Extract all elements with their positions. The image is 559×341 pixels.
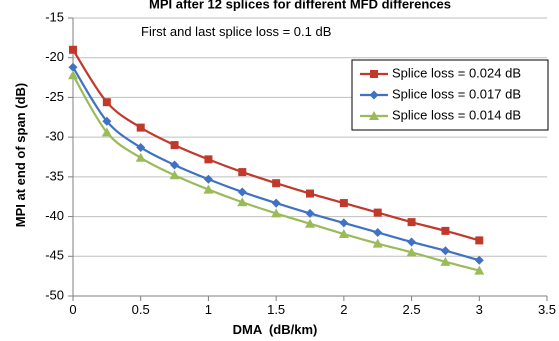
x-tick-label: 2.5 xyxy=(403,302,421,317)
x-tick-label: 1 xyxy=(205,302,212,317)
y-tick-label: -35 xyxy=(45,168,64,183)
data-point xyxy=(474,265,485,275)
y-tick-label: -25 xyxy=(45,89,64,104)
y-tick-label: -30 xyxy=(45,129,64,144)
data-point xyxy=(68,62,78,72)
data-point xyxy=(237,187,247,197)
data-point xyxy=(136,142,146,152)
x-tick-label: 0 xyxy=(69,302,76,317)
splice-loss-annotation: First and last splice loss = 0.1 dB xyxy=(141,24,331,39)
data-point xyxy=(372,238,383,248)
data-point xyxy=(271,208,282,218)
data-point xyxy=(305,208,315,218)
data-point xyxy=(68,70,78,80)
data-point xyxy=(170,141,179,150)
data-point xyxy=(373,208,382,217)
data-point xyxy=(474,255,484,265)
data-point xyxy=(170,160,180,170)
data-point xyxy=(475,236,484,245)
data-point xyxy=(406,247,417,257)
x-tick-label: 0.5 xyxy=(132,302,150,317)
data-point xyxy=(407,237,417,247)
data-point xyxy=(135,152,146,162)
data-point xyxy=(136,123,145,132)
y-tick-label: -40 xyxy=(45,208,64,223)
data-point xyxy=(339,218,349,228)
tick-labels: -15 -20 -25 -30 -35 -40 -45 -50 0 0.5 1 1.5 2 2.5 3 3.5 xyxy=(45,9,556,317)
data-point xyxy=(440,256,451,266)
x-tick-label: 1.5 xyxy=(267,302,285,317)
data-point xyxy=(169,170,180,180)
data-point xyxy=(305,218,315,228)
legend-label: Splice loss = 0.017 dB xyxy=(392,86,521,101)
data-point xyxy=(338,229,349,239)
data-point xyxy=(69,45,77,54)
data-point xyxy=(373,227,383,237)
data-point xyxy=(271,198,281,208)
x-axis-title: DMA (dB/km) xyxy=(233,322,318,337)
data-point xyxy=(441,226,450,235)
data-point xyxy=(272,179,281,188)
legend-item: Splice loss = 0.017 dB xyxy=(360,86,521,101)
legend-item: Splice loss = 0.024 dB xyxy=(360,65,521,80)
series-3 xyxy=(68,70,485,275)
data-point xyxy=(203,184,214,194)
data-point xyxy=(407,218,416,227)
data-point xyxy=(102,116,112,126)
data-point xyxy=(339,199,348,208)
legend-swatch-marker xyxy=(369,111,379,120)
data-point xyxy=(238,168,247,177)
legend-item: Splice loss = 0.014 dB xyxy=(360,107,521,122)
data-point xyxy=(102,98,111,107)
data-point xyxy=(440,246,450,256)
y-axis-title: MPI at end of span (dB) xyxy=(13,83,28,227)
data-point xyxy=(101,127,112,137)
series-layer xyxy=(68,45,485,275)
legend-swatch-marker xyxy=(370,70,378,78)
x-tick-label: 3.5 xyxy=(538,302,556,317)
legend-label: Splice loss = 0.024 dB xyxy=(392,65,521,80)
legend: Splice loss = 0.024 dB Splice loss = 0.01… xyxy=(351,59,549,131)
x-tick-label: 3 xyxy=(476,302,483,317)
legend-items: Splice loss = 0.024 dB Splice loss = 0.01… xyxy=(360,65,521,122)
chart-title: MPI after 12 splices for different MFD d… xyxy=(149,0,451,11)
data-point xyxy=(204,155,213,164)
x-tick-label: 2 xyxy=(340,302,347,317)
data-point xyxy=(203,174,213,184)
y-tick-label: -45 xyxy=(45,248,64,263)
y-tick-label: -20 xyxy=(45,49,64,64)
data-point xyxy=(306,189,314,198)
y-tick-label: -15 xyxy=(45,9,64,24)
y-tick-label: -50 xyxy=(45,287,64,302)
legend-label: Splice loss = 0.014 dB xyxy=(392,107,521,122)
series-1 xyxy=(69,45,484,245)
data-point xyxy=(237,197,248,207)
legend-swatch-marker xyxy=(369,90,379,100)
series-2 xyxy=(68,62,484,265)
